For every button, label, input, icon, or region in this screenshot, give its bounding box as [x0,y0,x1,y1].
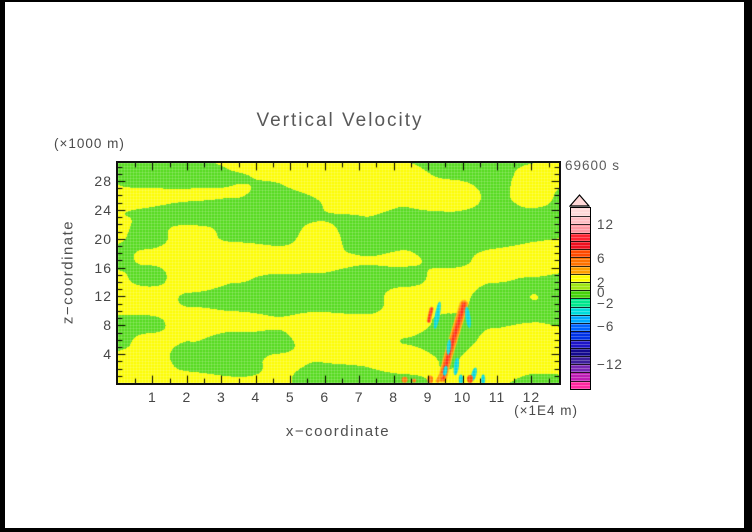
colorbar-tick-label: 2 [597,274,606,290]
z-tick-label: 20 [94,230,112,247]
x-tick-label: 9 [423,389,433,405]
colorbar-tick-label: −6 [597,319,615,334]
colorbar-box [571,208,590,217]
colorbar-tick-label: 0 [597,284,606,300]
colorbar-box [571,339,590,348]
z-tick-label: 16 [94,259,112,276]
window-frame-right [744,0,752,532]
z-axis-label: z−coordinate [59,219,77,325]
x-tick-label: 5 [285,389,295,405]
window-frame-left [0,0,5,532]
colorbar-tick-label: 6 [597,251,606,267]
vertical-velocity-field [118,163,559,383]
y-axis-unit-label: (×1000 m) [54,136,125,151]
colorbar-box [571,298,590,307]
z-tick-label: 8 [103,317,112,334]
window-frame-bottom [0,528,752,532]
colorbar-box [571,249,590,258]
colorbar-box [571,372,590,381]
colorbar-box [571,265,590,274]
x-tick-label: 11 [488,389,506,405]
colorbar-box [571,290,590,299]
colorbar-overflow-arrow-icon [569,194,590,207]
x-axis-unit-label: (×1E4 m) [514,403,578,418]
colorbar-box [571,281,590,291]
z-tick-label: 24 [94,201,112,218]
x-tick-label: 2 [182,389,192,405]
x-tick-label: 4 [251,389,261,405]
colorbar-box [571,347,590,356]
x-tick-label: 10 [453,389,472,405]
colorbar-tick-label: −2 [597,295,615,311]
colorbar-box [571,216,590,225]
colorbar-box [571,323,590,332]
colorbar-box [571,355,590,365]
window-frame-top [0,0,752,2]
plot-title: Vertical Velocity [256,110,424,131]
colorbar-tick-label: 12 [597,216,615,232]
x-axis-label: x−coordinate [285,423,391,440]
z-tick-label: 28 [94,173,112,190]
plot-border [116,161,561,385]
colorbar-box [571,257,590,266]
colorbar-box [571,364,590,373]
timestamp-label: 69600 s [565,158,621,173]
colorbar-box [571,232,590,241]
x-tick-label: 8 [389,389,399,405]
colorbar-box [571,314,590,324]
z-tick-label: 12 [94,288,112,305]
colorbar [570,207,591,390]
colorbar-box [571,331,590,340]
colorbar-box [571,273,590,282]
x-tick-label: 12 [522,389,541,405]
colorbar-box [571,380,590,389]
z-tick-label: 4 [103,346,112,363]
colorbar-box [571,224,590,233]
colorbar-box [571,240,590,250]
x-tick-label: 6 [320,389,330,405]
colorbar-tick-label: −12 [597,357,623,373]
x-tick-label: 7 [354,389,364,405]
colorbar-box [571,306,590,315]
x-tick-label: 1 [148,389,157,405]
x-tick-label: 3 [216,389,226,405]
